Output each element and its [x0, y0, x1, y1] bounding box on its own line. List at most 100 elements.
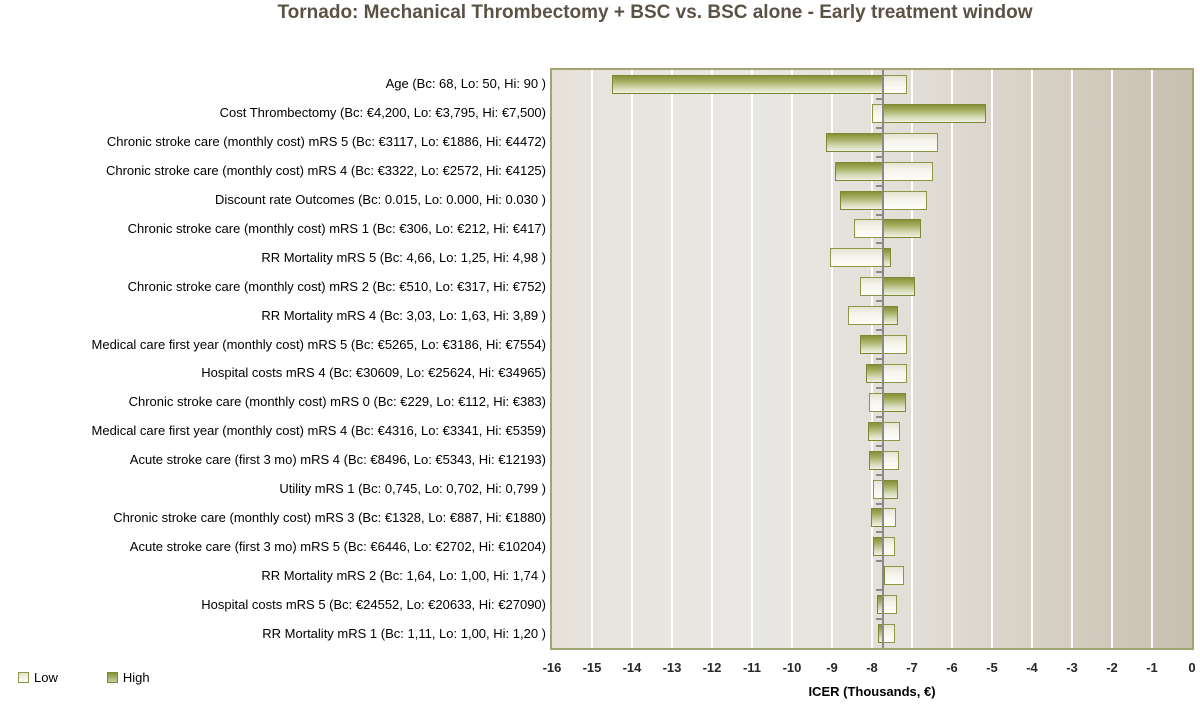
category-label: RR Mortality mRS 4 (Bc: 3,03, Lo: 1,63, …: [261, 307, 546, 323]
bar-high: [839, 190, 884, 210]
x-tick-label: -14: [622, 660, 642, 675]
bar-low: [883, 190, 928, 210]
category-tick: [876, 213, 883, 216]
bar-high: [612, 74, 884, 94]
x-tick-label: -7: [906, 660, 918, 675]
bar-high: [868, 421, 884, 441]
x-tick-label: -4: [1026, 660, 1038, 675]
legend-low-label: Low: [34, 670, 58, 685]
category-tick: [876, 415, 883, 418]
legend-high-label: High: [122, 670, 150, 685]
x-tick-label: -11: [742, 660, 762, 675]
category-label: RR Mortality mRS 2 (Bc: 1,64, Lo: 1,00, …: [261, 567, 546, 583]
category-tick: [876, 242, 883, 245]
x-tick-label: -3: [1066, 660, 1078, 675]
category-label: Hospital costs mRS 5 (Bc: €24552, Lo: €2…: [201, 596, 546, 612]
bar-low: [860, 277, 884, 297]
category-label: Age (Bc: 68, Lo: 50, Hi: 90 ): [385, 76, 546, 92]
category-label: Chronic stroke care (monthly cost) mRS 0…: [128, 394, 546, 410]
category-tick: [876, 502, 883, 505]
bar-low: [883, 595, 897, 615]
category-tick: [876, 618, 883, 621]
bar-high: [883, 392, 906, 412]
x-tick-label: -8: [866, 660, 878, 675]
x-tick-label: -2: [1106, 660, 1118, 675]
bar-low: [883, 335, 908, 355]
bar-high: [868, 450, 884, 470]
category-label: Medical care first year (monthly cost) m…: [91, 336, 546, 352]
category-tick: [876, 126, 883, 129]
category-tick: [876, 358, 883, 360]
bar-high: [883, 248, 892, 268]
gridline: [751, 70, 753, 648]
category-tick: [876, 589, 883, 592]
gridline: [1031, 70, 1033, 648]
gridline: [911, 70, 913, 648]
bar-high: [883, 219, 921, 239]
category-label: Cost Thrombectomy (Bc: €4,200, Lo: €3,79…: [219, 105, 546, 121]
category-tick: [876, 386, 883, 389]
category-label: Medical care first year (monthly cost) m…: [91, 423, 546, 439]
category-label: Utility mRS 1 (Bc: 0,745, Lo: 0,702, Hi:…: [279, 481, 546, 497]
category-tick: [876, 444, 883, 447]
bar-high: [835, 161, 884, 181]
x-tick-label: -12: [702, 660, 722, 675]
gridline: [991, 70, 993, 648]
gridline: [871, 70, 873, 648]
x-tick-label: -1: [1146, 660, 1158, 675]
bar-high: [866, 363, 884, 383]
category-label: Chronic stroke care (monthly cost) mRS 1…: [127, 220, 546, 236]
gridline: [631, 70, 633, 648]
category-tick: [876, 155, 883, 158]
x-axis-title: ICER (Thousands, €): [808, 684, 936, 699]
x-tick-label: -10: [782, 660, 802, 675]
bar-low: [868, 392, 884, 412]
plot-area: [552, 70, 1192, 648]
category-label: Acute stroke care (first 3 mo) mRS 4 (Bc…: [129, 452, 546, 468]
legend: Low High: [18, 670, 150, 685]
bar-high: [883, 479, 899, 499]
category-tick: [876, 300, 883, 303]
x-tick-label: -9: [826, 660, 838, 675]
category-label: Acute stroke care (first 3 mo) mRS 5 (Bc…: [129, 538, 546, 554]
category-tick: [876, 97, 883, 100]
bar-low: [883, 421, 900, 441]
x-tick-label: 0: [1188, 660, 1196, 675]
bar-low: [854, 219, 884, 239]
bar-low: [883, 132, 938, 152]
bar-low: [883, 508, 896, 528]
category-label: Chronic stroke care (monthly cost) mRS 2…: [127, 278, 546, 294]
bar-high: [826, 132, 884, 152]
x-tick-label: -15: [582, 660, 602, 675]
bar-low: [848, 306, 884, 326]
category-label: Hospital costs mRS 4 (Bc: €30609, Lo: €2…: [201, 365, 546, 381]
bar-low: [883, 450, 900, 470]
legend-high-swatch: [106, 672, 118, 683]
bar-low: [883, 566, 904, 586]
gridline: [1151, 70, 1153, 648]
gridline: [591, 70, 593, 648]
x-tick-label: -5: [986, 660, 998, 675]
bar-high: [860, 335, 884, 355]
baseline-axis: [882, 70, 885, 648]
category-tick: [876, 560, 883, 563]
x-tick-label: -6: [946, 660, 958, 675]
bar-low: [830, 248, 884, 268]
gridline: [951, 70, 953, 648]
gridline: [1071, 70, 1073, 648]
x-tick-label: -16: [542, 660, 562, 675]
category-tick: [876, 329, 883, 332]
category-tick: [876, 531, 883, 534]
category-tick: [876, 271, 883, 274]
category-label: Chronic stroke care (monthly cost) mRS 5…: [106, 134, 546, 150]
bar-high: [883, 103, 986, 123]
legend-low-swatch: [18, 672, 29, 683]
bar-low: [883, 74, 907, 94]
category-label: Discount rate Outcomes (Bc: 0.015, Lo: 0…: [215, 192, 546, 208]
chart-title: Tornado: Mechanical Thrombectomy + BSC v…: [277, 2, 1033, 23]
category-label: Chronic stroke care (monthly cost) mRS 3…: [113, 509, 546, 525]
gridline: [1111, 70, 1113, 648]
category-tick: [876, 184, 883, 187]
gridline: [831, 70, 833, 648]
